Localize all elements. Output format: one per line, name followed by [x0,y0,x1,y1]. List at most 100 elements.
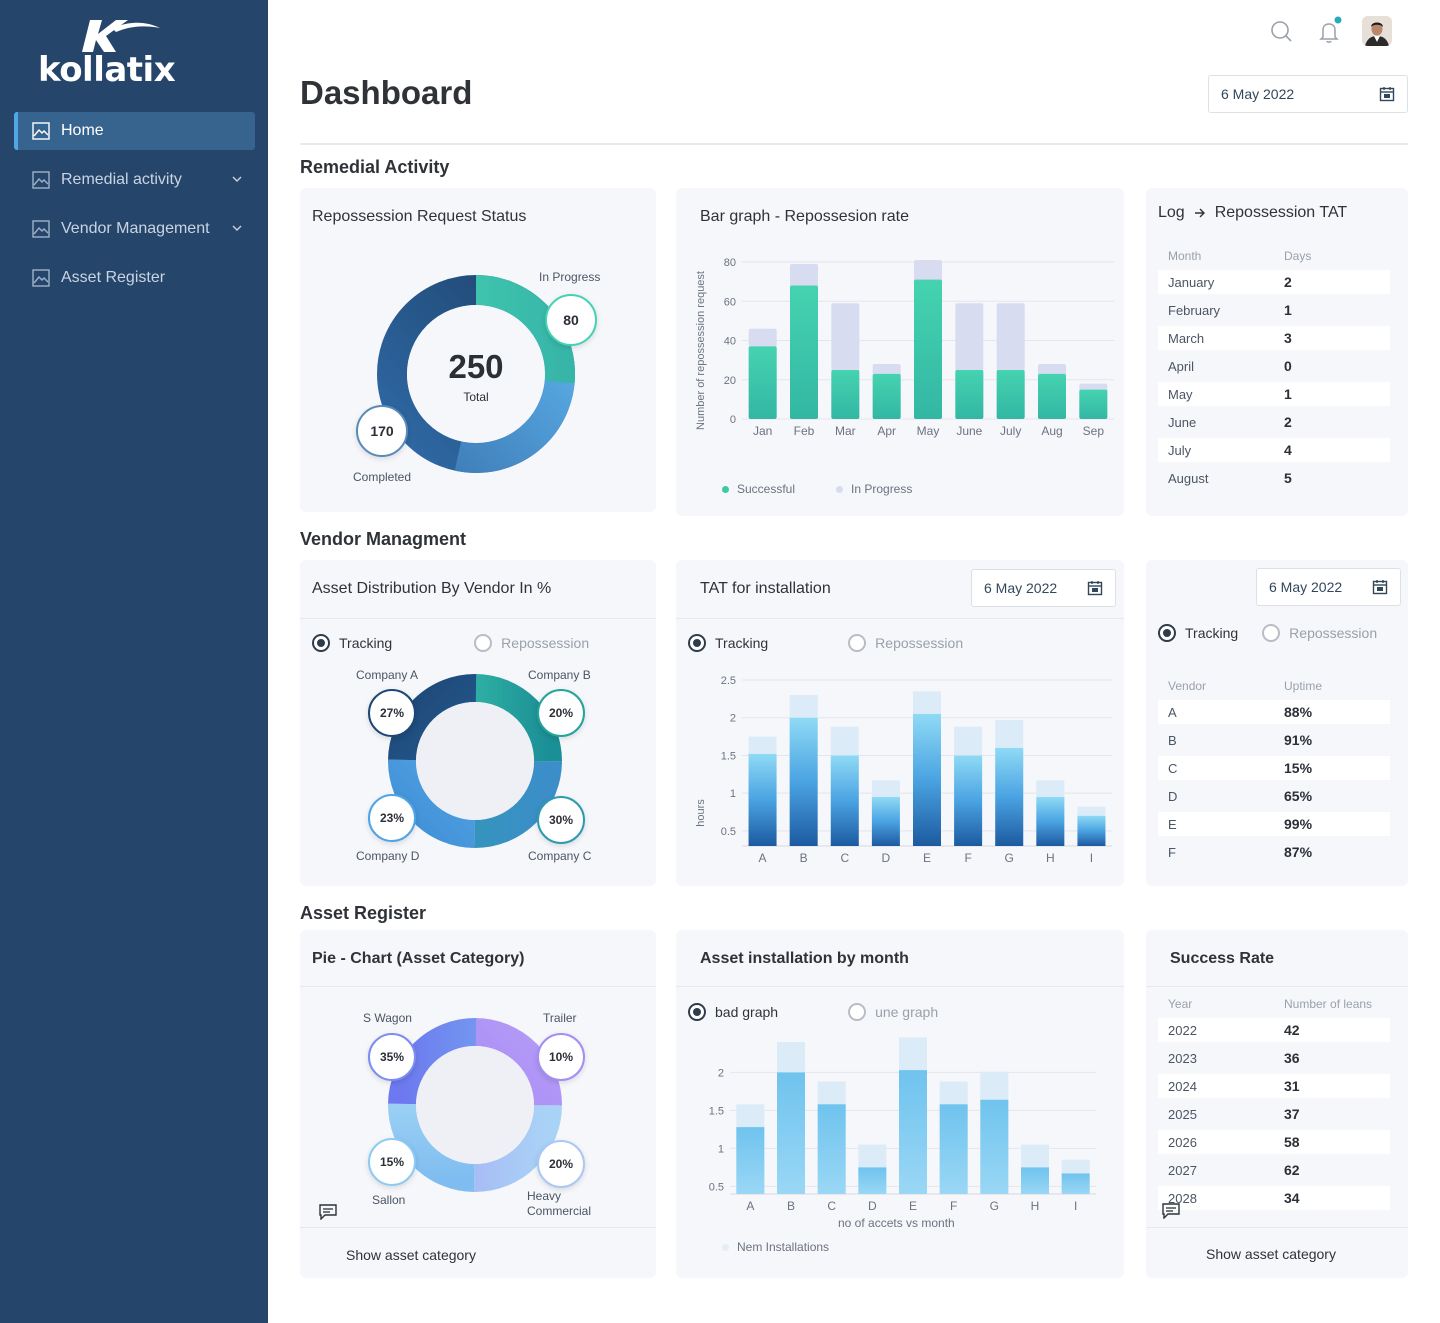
card-title: Repossession Request Status [312,208,527,225]
avatar-image [1362,16,1392,46]
sidebar-item-label: Remedial activity [61,171,182,188]
uptime-date-picker[interactable]: 6 May 2022 [1256,568,1401,606]
donut-segment-s-wagon [388,1018,562,1192]
radio-repossession[interactable]: Repossession [848,634,963,652]
table-cell: 87% [1284,844,1313,860]
x-tick-label: H [1031,1199,1040,1213]
radio-repossession[interactable]: Repossession [1262,624,1377,642]
image-icon [32,171,50,189]
table-cell: F [1168,844,1176,860]
sidebar-item-remedial-activity[interactable]: Remedial activity [14,161,255,199]
table-row: August 5 [1158,466,1390,490]
table-row: May 1 [1158,382,1390,406]
card-title: Asset installation by month [700,950,909,967]
company-d-bubble: 23% [368,794,416,842]
bar [939,1104,968,1194]
bar [871,796,900,846]
comment-icon[interactable] [319,1204,337,1220]
x-tick-label: C [827,1199,836,1213]
x-tick-label: G [1005,851,1014,865]
table-row: 2025 37 [1158,1102,1390,1126]
heavy-commercial-bubble: 20% [537,1140,585,1188]
sallon-bubble: 15% [368,1138,416,1186]
bar [830,755,859,846]
search-icon [1271,21,1292,42]
company-c-bubble: 30% [537,796,585,844]
y-tick-label: 1 [718,1143,724,1155]
sidebar-item-vendor-management[interactable]: Vendor Management [14,210,255,248]
x-tick-label: Mar [835,424,856,438]
repossession-status-card: Repossession Request Status 250 Total In… [300,188,656,512]
table-row: 2026 58 [1158,1130,1390,1154]
heavy-label: Heavy [527,1189,562,1203]
tat-date-picker[interactable]: 6 May 2022 [971,569,1116,607]
bar [980,1099,1009,1194]
avatar[interactable] [1362,16,1392,46]
card-title: Success Rate [1170,950,1275,967]
table-cell: A [1168,704,1177,720]
section-title-vendor: Vendor Managment [300,529,467,549]
bar [872,373,901,419]
bar [995,747,1024,846]
bar [1038,373,1066,419]
table-cell: 2 [1284,274,1292,290]
table-cell: 3 [1284,330,1292,346]
x-tick-label: E [909,1199,917,1213]
table-cell: January [1168,274,1215,290]
table-header: Year Number of leans [1168,997,1373,1011]
kollatix-logo[interactable]: kollatix [38,16,188,90]
donut-center [416,702,534,820]
table-cell: May [1168,386,1193,402]
date-picker[interactable]: 6 May 2022 [1208,75,1408,113]
table-cell: 2023 [1168,1050,1197,1066]
notifications-button[interactable] [1314,16,1344,46]
table-row: D 65% [1158,784,1390,808]
x-tick-label: A [759,851,767,865]
show-asset-category-link[interactable]: Show asset category [1206,1246,1336,1262]
y-axis-title: Number of repossession request [695,271,707,430]
s-wagon-bubble: 35% [368,1033,416,1081]
vendor-distribution-donut [388,674,562,848]
table-cell: C [1168,760,1178,776]
table-cell: 2022 [1168,1022,1197,1038]
radio-tracking[interactable]: Tracking [688,634,768,652]
donut-segment-company-a [388,674,562,848]
search-button[interactable] [1266,16,1296,46]
chevron-down-icon[interactable] [231,173,243,185]
radio-tracking[interactable]: Tracking [312,634,392,652]
radio-tracking[interactable]: Tracking [1158,624,1238,642]
radio-bad-graph[interactable]: bad graph [688,1003,778,1021]
radio-repossession[interactable]: Repossession [474,634,589,652]
bar [1061,1173,1090,1194]
header-divider [300,143,1408,145]
bar [789,717,818,846]
sidebar-item-label: Home [61,122,104,139]
x-tick-label: June [956,424,982,438]
trailer-label: Trailer [543,1011,577,1025]
radio-une-graph[interactable]: une graph [848,1003,938,1021]
x-tick-label: Apr [877,424,896,438]
sidebar-item-asset-register[interactable]: Asset Register [14,259,255,297]
repossession-bar-chart: 0 20 40 60 80 Jan Feb Mar Apr May June July Aug Sep Nu… [695,257,1114,438]
table-row: E 99% [1158,812,1390,836]
calendar-icon [1379,87,1395,102]
show-asset-category-link[interactable]: Show asset category [346,1247,476,1263]
bar [955,369,984,419]
date-value: 6 May 2022 [984,580,1058,596]
bar [748,753,777,846]
bar [817,1104,846,1194]
table-row: A 88% [1158,700,1390,724]
repossession-rate-card: Bar graph - Repossesion rate 0 20 40 60 80 Ja… [676,188,1124,516]
comment-icon[interactable] [1162,1203,1180,1219]
date-value: 6 May 2022 [1269,579,1343,595]
chevron-down-icon[interactable] [231,222,243,234]
donut-total-value: 250 [448,348,504,385]
x-tick-label: Sep [1083,424,1105,438]
sidebar-item-home[interactable]: Home [14,112,255,150]
legend-nem-installations: Nem Installations [722,1240,829,1254]
table-cell: February [1168,302,1221,318]
x-tick-label: H [1046,851,1055,865]
asset-category-card: Pie - Chart (Asset Category) S Wagon Tra… [300,930,656,1278]
section-title-remedial: Remedial Activity [300,157,450,177]
completed-bubble: 170 [356,405,408,457]
